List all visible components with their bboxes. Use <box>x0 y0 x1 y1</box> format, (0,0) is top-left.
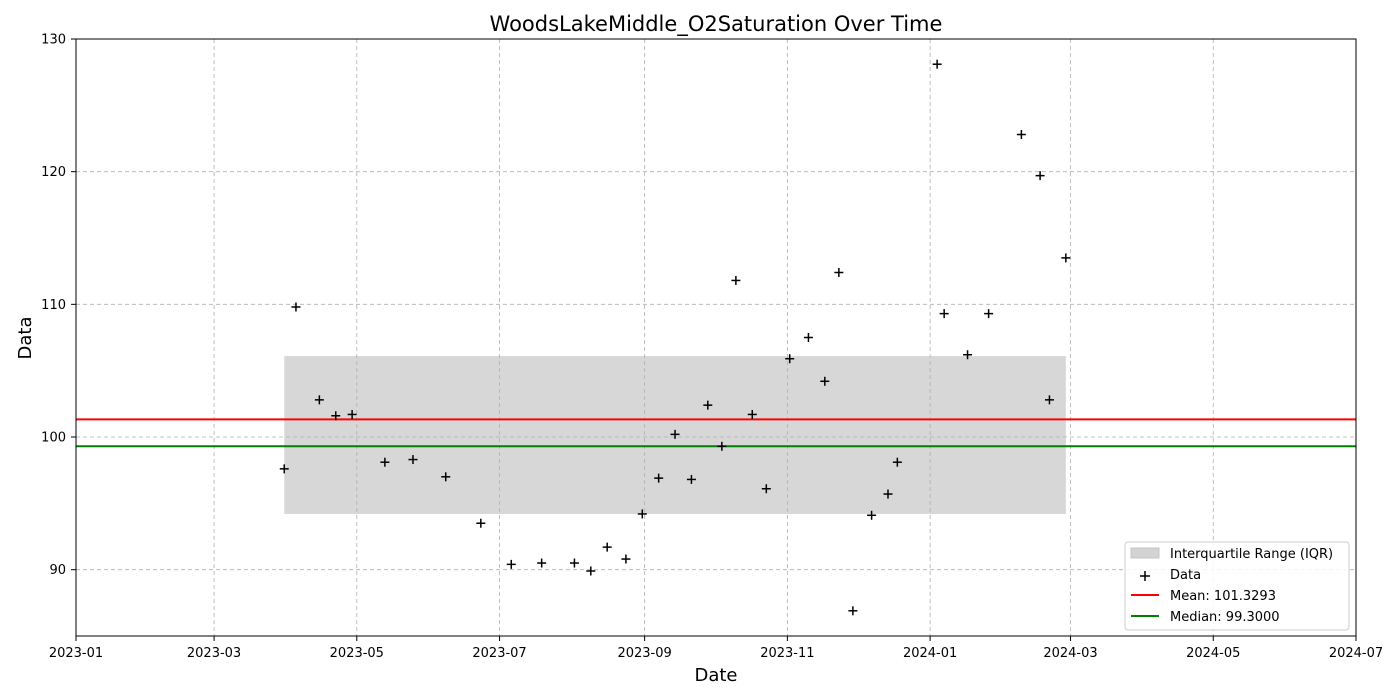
legend-iqr-label: Interquartile Range (IQR) <box>1170 547 1333 562</box>
data-point <box>984 309 994 319</box>
x-tick-label: 2023-07 <box>472 646 526 661</box>
data-point <box>569 558 579 568</box>
data-point <box>867 510 877 520</box>
data-point <box>1035 171 1045 181</box>
x-tick-label: 2024-03 <box>1043 646 1097 661</box>
y-tick-label: 130 <box>41 33 66 48</box>
data-point <box>331 411 341 421</box>
data-point <box>537 558 547 568</box>
data-point <box>637 509 647 519</box>
legend-mean-label: Mean: 101.3293 <box>1170 589 1276 604</box>
data-point <box>703 400 713 410</box>
data-point <box>820 376 830 386</box>
y-tick-label: 100 <box>41 431 66 446</box>
chart-title: WoodsLakeMiddle_O2Saturation Over Time <box>490 12 943 37</box>
x-tick-label: 2024-01 <box>903 646 957 661</box>
legend-box <box>1124 541 1350 631</box>
data-point <box>939 309 949 319</box>
data-point <box>621 554 631 564</box>
data-point <box>476 518 486 528</box>
legend-median-label: Median: 99.3000 <box>1170 610 1280 625</box>
data-point <box>506 559 516 569</box>
legend-data-marker <box>1140 571 1150 581</box>
legend-data-label: Data <box>1170 568 1201 583</box>
x-tick-label: 2023-03 <box>187 646 241 661</box>
x-tick-label: 2023-11 <box>760 646 814 661</box>
data-point <box>1061 253 1071 263</box>
x-tick-label: 2023-01 <box>49 646 103 661</box>
data-point <box>731 275 741 285</box>
data-point <box>1044 395 1054 405</box>
data-point <box>963 350 973 360</box>
data-point <box>717 441 727 451</box>
data-point <box>686 474 696 484</box>
data-point <box>848 606 858 616</box>
data-point <box>747 409 757 419</box>
data-point <box>347 409 357 419</box>
x-tick-label: 2024-05 <box>1186 646 1240 661</box>
data-point <box>1016 130 1026 140</box>
plot-frame <box>75 38 1357 637</box>
data-point <box>291 302 301 312</box>
data-point <box>654 473 664 483</box>
x-tick-label: 2023-05 <box>330 646 384 661</box>
data-point <box>761 484 771 494</box>
data-point <box>408 455 418 465</box>
x-tick-label: 2024-07 <box>1329 646 1383 661</box>
y-tick-label: 90 <box>49 563 66 578</box>
data-point <box>932 59 942 69</box>
data-point <box>803 333 813 342</box>
data-point <box>586 566 596 576</box>
legend: Interquartile Range (IQR) Data Mean: 101… <box>1124 541 1350 631</box>
data-point <box>279 464 289 474</box>
legend-iqr-swatch <box>1130 547 1160 559</box>
y-tick-label: 120 <box>41 165 66 180</box>
data-point <box>785 354 795 364</box>
x-axis-label: Date <box>694 665 737 686</box>
data-point <box>892 457 902 467</box>
y-axis-label: Data <box>15 317 36 360</box>
x-tick-label: 2023-09 <box>617 646 671 661</box>
data-point <box>670 429 680 439</box>
data-point <box>602 542 612 552</box>
data-point <box>314 395 324 405</box>
data-point <box>380 457 390 467</box>
data-point <box>883 489 893 499</box>
data-point <box>441 472 451 482</box>
data-point <box>834 267 844 277</box>
y-tick-label: 110 <box>41 298 66 313</box>
